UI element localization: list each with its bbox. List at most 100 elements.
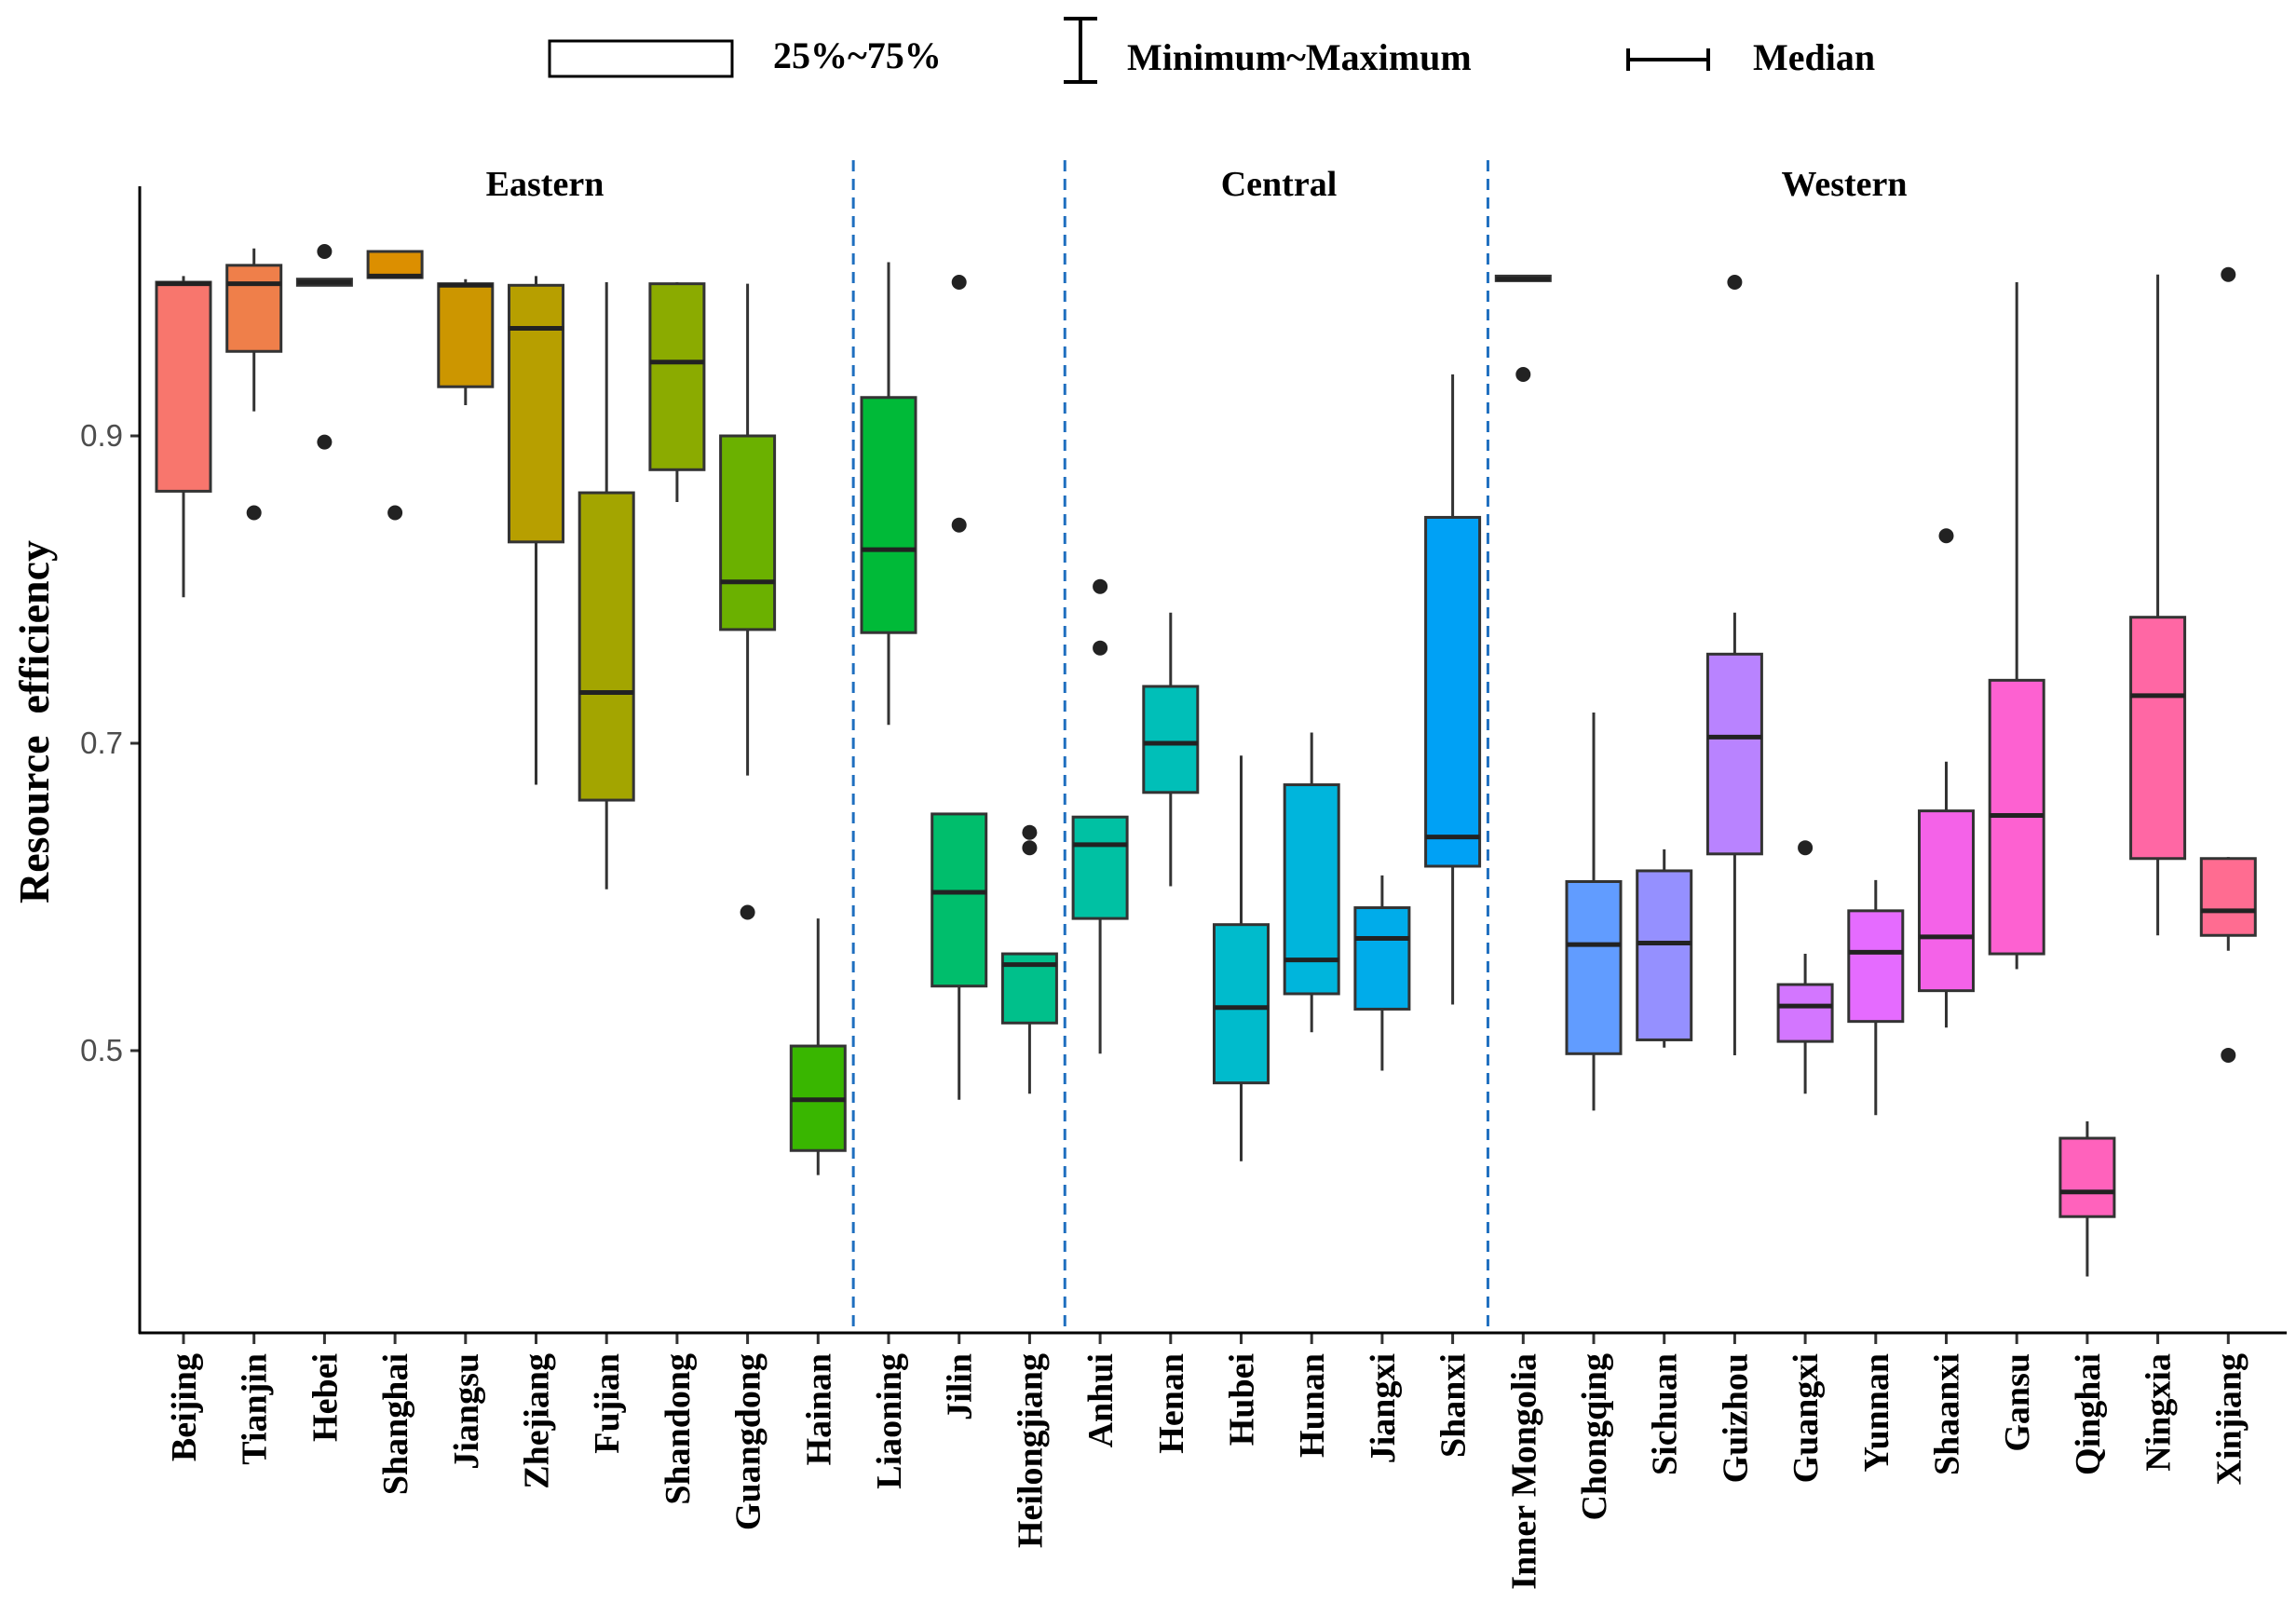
outlier-point — [1727, 275, 1743, 290]
outlier-point — [1938, 528, 1954, 544]
iqr-box — [931, 812, 988, 988]
outlier-point — [1093, 640, 1108, 656]
iqr-box — [577, 491, 635, 802]
outlier-point — [317, 244, 333, 259]
iqr-box — [1283, 783, 1340, 996]
box-liaoning — [860, 262, 917, 726]
box-guangxi — [1776, 840, 1834, 1094]
box-anhui — [1071, 578, 1129, 1054]
box-guangdong — [719, 283, 777, 920]
outlier-point — [1515, 367, 1531, 382]
iqr-box — [437, 282, 495, 388]
box-hubei — [1213, 755, 1270, 1161]
iqr-box — [648, 282, 706, 471]
iqr-box — [1636, 869, 1693, 1041]
outlier-point — [951, 275, 967, 290]
box-hunan — [1283, 732, 1340, 1033]
box-shanghai — [366, 250, 424, 521]
x-tick-label: Qinghai — [2069, 1353, 2108, 1475]
box-jiangsu — [437, 278, 495, 405]
outlier-point — [246, 505, 262, 521]
box-henan — [1142, 612, 1200, 887]
box-hebei — [295, 244, 353, 450]
y-tick-label: 0.9 — [80, 418, 123, 453]
x-tick-label: Shaanxi — [1928, 1353, 1967, 1475]
x-tick-label: Jilin — [941, 1353, 980, 1420]
iqr-box — [1847, 909, 1905, 1024]
box-guizhou — [1705, 275, 1763, 1055]
iqr-box — [1213, 923, 1270, 1085]
outlier-point — [1798, 840, 1814, 856]
x-tick-label: Shanghai — [376, 1353, 415, 1495]
x-tick-label: Beijing — [165, 1353, 204, 1461]
x-tick-label: Yunnan — [1857, 1353, 1896, 1473]
x-tick-label: Liaoning — [870, 1353, 909, 1489]
outlier-point — [1093, 578, 1108, 594]
box-shanxi — [1424, 374, 1482, 1005]
outlier-point — [317, 434, 333, 450]
box-jiangxi — [1353, 875, 1411, 1071]
iqr-box — [1071, 815, 1129, 920]
x-tick-label: Fujian — [588, 1353, 627, 1454]
x-tick-label: Guizhou — [1716, 1353, 1755, 1483]
x-tick-label: Guangdong — [729, 1353, 768, 1530]
iqr-box — [719, 434, 777, 631]
outlier-point — [387, 505, 403, 521]
x-tick-label: Henan — [1152, 1353, 1191, 1454]
box-beijing — [155, 276, 212, 598]
box-yunnan — [1847, 879, 1905, 1116]
x-tick-label: Jiangxi — [1364, 1353, 1403, 1463]
x-tick-label: Hebei — [306, 1353, 345, 1442]
box-tianjin — [225, 248, 283, 521]
outlier-point — [740, 904, 755, 920]
x-axis-ticks: Beijing Tianjin Hebei Shanghai Jiangsu Zhejia… — [165, 1333, 2248, 1590]
x-tick-label: Inner Mongolia — [1504, 1353, 1543, 1590]
legend-median-symbol — [1626, 48, 1710, 71]
x-tick-label: Sichuan — [1646, 1353, 1685, 1475]
iqr-box — [2058, 1136, 2116, 1218]
iqr-box — [155, 280, 212, 493]
x-tick-label: Ningxia — [2140, 1353, 2179, 1472]
iqr-box — [1705, 652, 1763, 856]
iqr-box — [1142, 685, 1200, 794]
box-shandong — [648, 282, 706, 502]
y-tick-label: 0.5 — [80, 1033, 123, 1067]
box-gansu — [1988, 282, 2045, 970]
region-label-western: Western — [1781, 165, 1907, 204]
box-zhejiang — [508, 276, 564, 785]
box-heilongjiang — [1000, 824, 1058, 1094]
iqr-box — [2129, 616, 2187, 861]
x-tick-label: Hubei — [1223, 1353, 1262, 1446]
y-axis-label: Resource efficiency — [10, 540, 58, 903]
region-label-eastern: Eastern — [486, 165, 605, 204]
iqr-box — [1565, 880, 1623, 1055]
x-tick-label: Gansu — [1998, 1353, 2037, 1452]
box-fujian — [577, 282, 635, 889]
legend-label-box: 25%~75% — [773, 34, 942, 76]
iqr-box — [366, 250, 424, 279]
box-series — [155, 244, 2257, 1277]
y-tick-label: 0.7 — [80, 726, 123, 760]
iqr-box — [2199, 857, 2257, 937]
x-tick-label: Jiangsu — [447, 1353, 486, 1470]
x-tick-label: Anhui — [1081, 1353, 1121, 1447]
x-tick-label: Shandong — [659, 1353, 698, 1505]
x-tick-label: Hunan — [1293, 1353, 1332, 1458]
box-shaanxi — [1918, 528, 1975, 1028]
region-dividers — [851, 160, 1489, 1333]
y-axis-ticks: 0.5 0.7 0.9 — [80, 418, 140, 1067]
iqr-box — [1424, 515, 1482, 868]
box-jilin — [931, 275, 988, 1100]
iqr-box — [1918, 809, 1975, 993]
outlier-point — [1022, 824, 1038, 840]
legend-box-symbol — [548, 39, 734, 78]
iqr-box — [860, 396, 917, 634]
outlier-point — [951, 517, 967, 533]
x-tick-label: Zhejiang — [518, 1353, 557, 1489]
x-tick-label: Xinjiang — [2209, 1353, 2248, 1485]
x-tick-label: Hainan — [799, 1353, 838, 1465]
iqr-box — [1776, 983, 1834, 1043]
outlier-point — [1022, 840, 1038, 856]
outlier-point — [2221, 266, 2236, 282]
